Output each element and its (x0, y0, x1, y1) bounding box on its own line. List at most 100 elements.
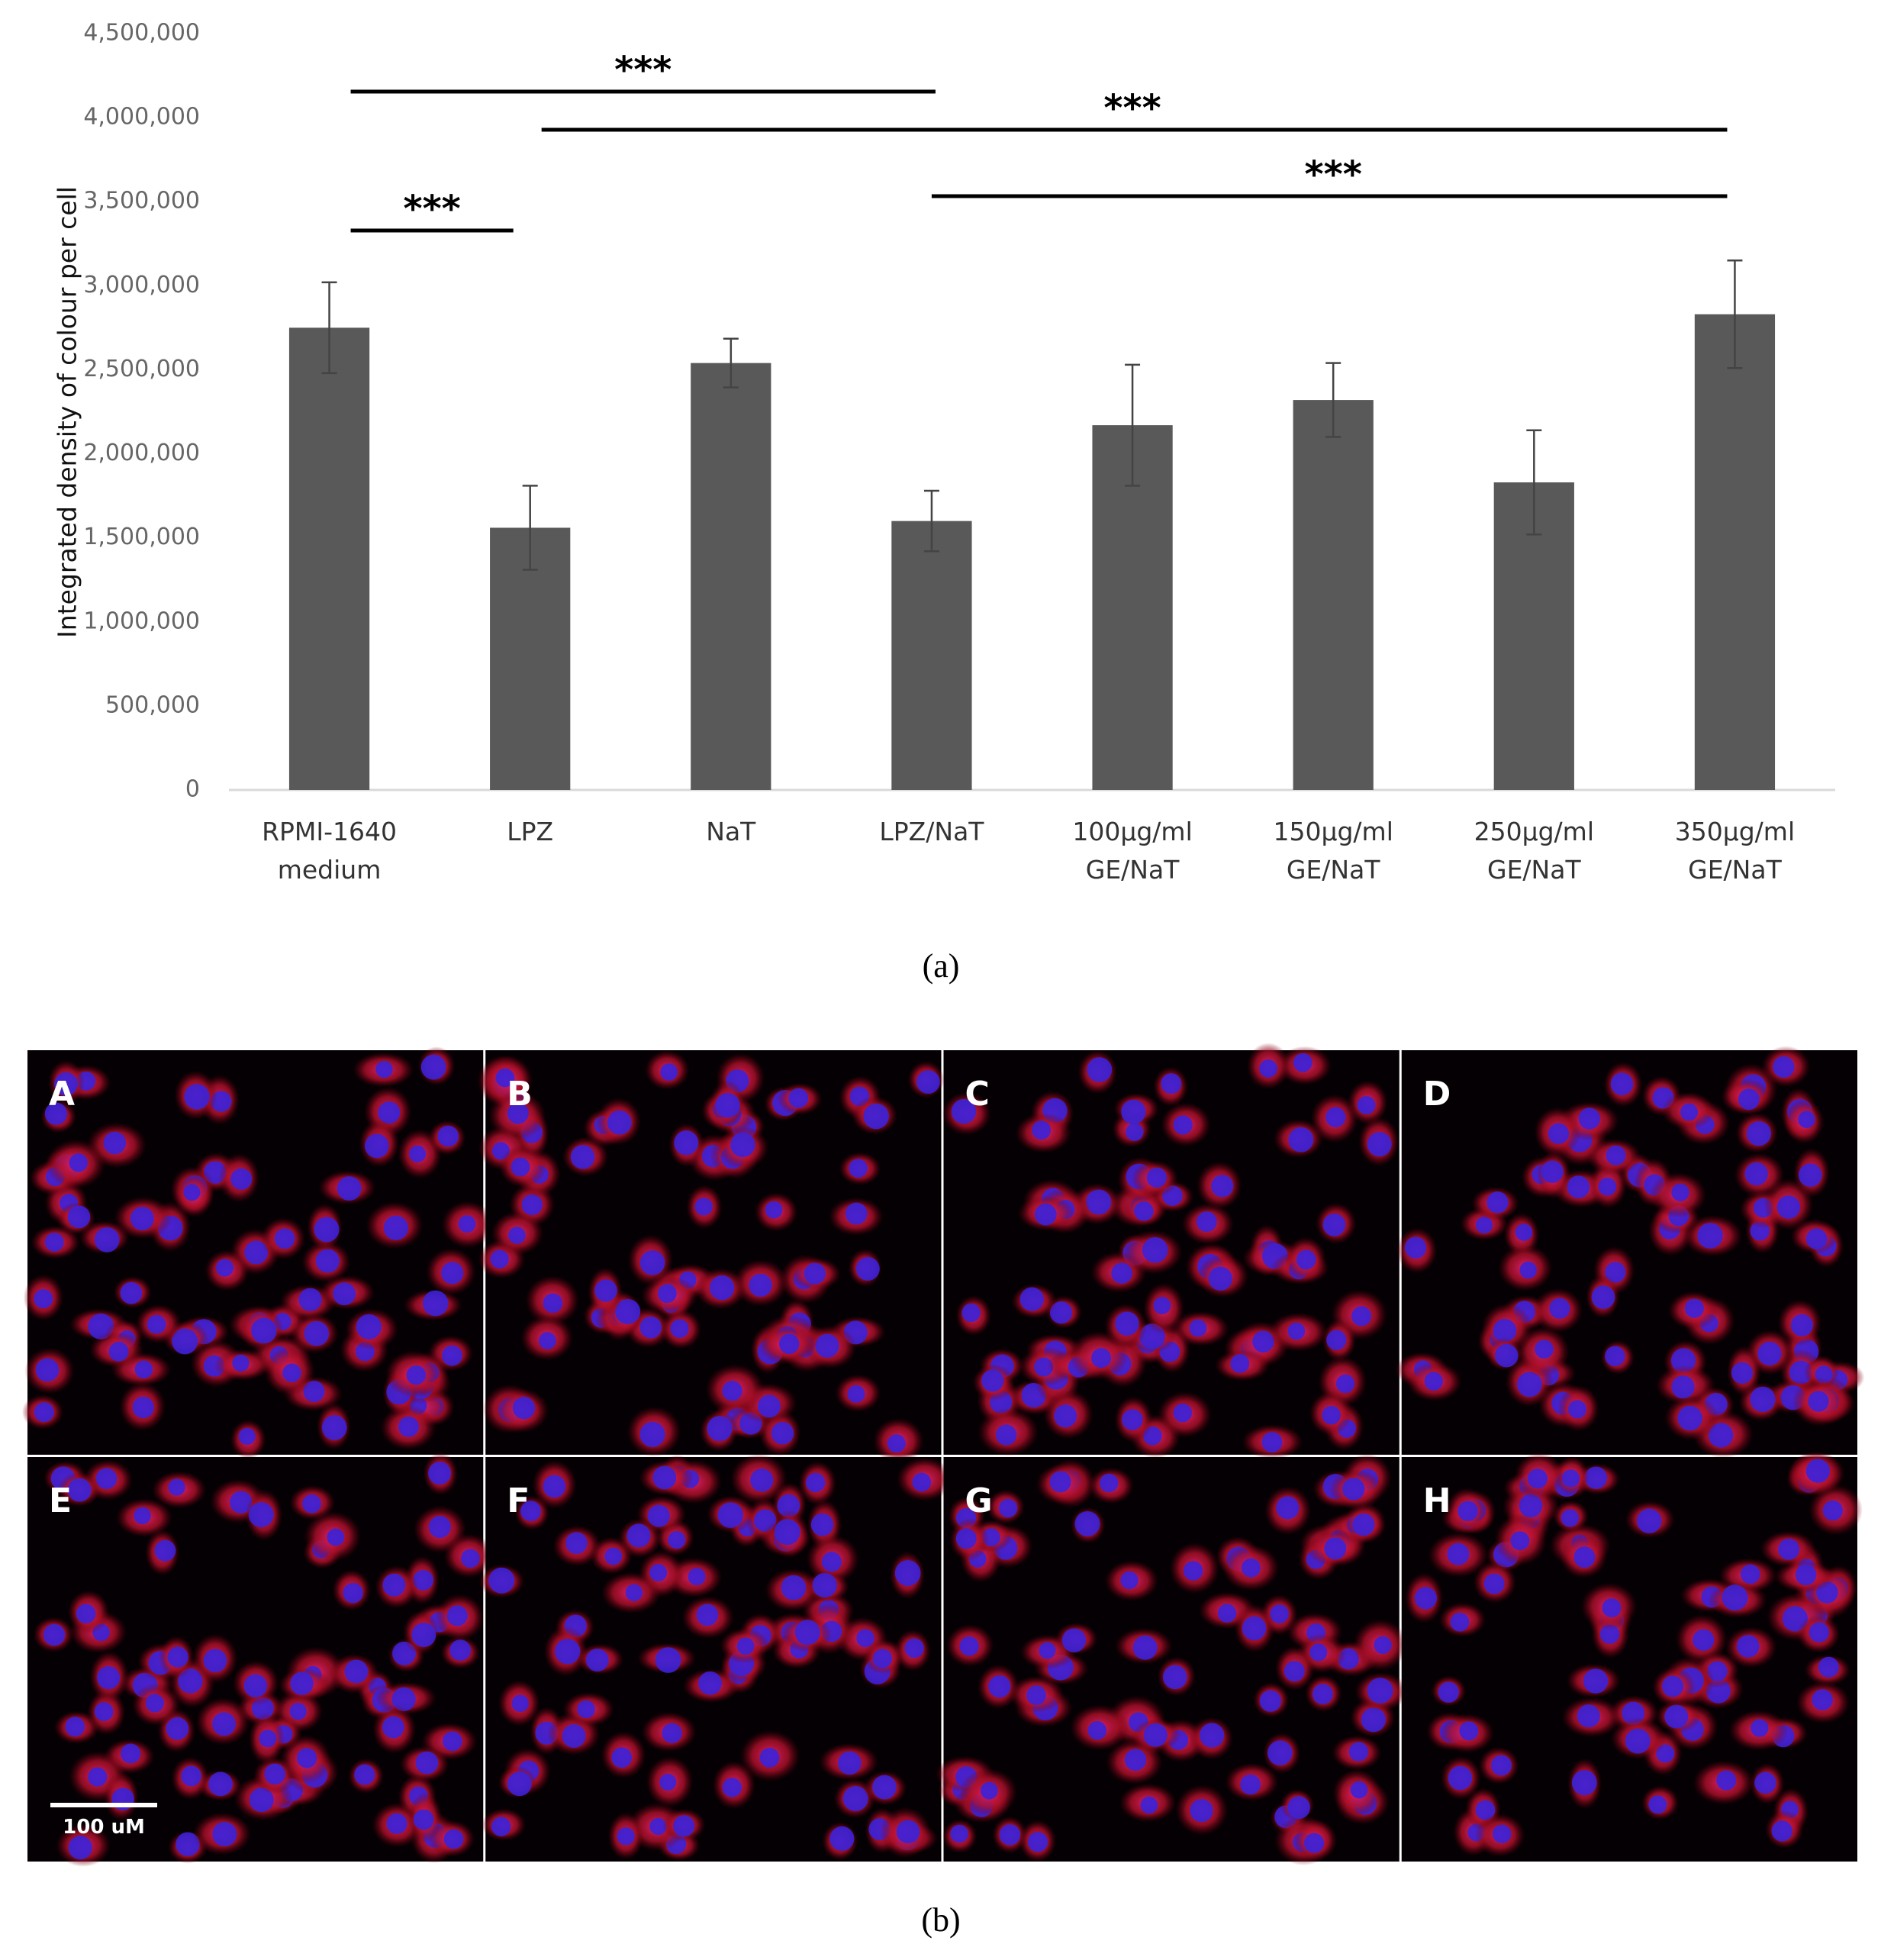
nucleus (961, 1303, 981, 1323)
nucleus (289, 1703, 307, 1720)
panel-label: D (1423, 1075, 1451, 1114)
nucleus (69, 1153, 88, 1172)
nucleus (1515, 1223, 1533, 1241)
micrograph: E (27, 1452, 494, 1867)
nucleus (1548, 1123, 1570, 1144)
nucleus (736, 1637, 755, 1655)
nucleus (154, 1539, 176, 1562)
nucleus (778, 1333, 800, 1355)
nucleus (1448, 1765, 1473, 1791)
nucleus (264, 1763, 286, 1785)
nucleus (1795, 1564, 1817, 1586)
significance-label: *** (1305, 153, 1362, 196)
nucleus (887, 1434, 906, 1453)
nucleus (722, 1381, 742, 1401)
nucleus (130, 1207, 154, 1230)
nucleus (1153, 1297, 1171, 1314)
x-tick-label: RPMI-1640 medium (262, 817, 398, 885)
nucleus (999, 1824, 1021, 1846)
nucleus (611, 1747, 633, 1768)
nucleus (43, 1623, 66, 1646)
nucleus (1124, 1749, 1147, 1771)
nucleus (959, 1636, 979, 1656)
nucleus (696, 1604, 719, 1626)
nucleus (950, 1824, 968, 1843)
nucleus (1494, 1343, 1519, 1368)
nucleus (894, 1560, 921, 1586)
micrograph: H (1401, 1452, 1863, 1862)
nucleus (103, 1131, 127, 1155)
nucleus (1049, 1471, 1071, 1493)
nucleus (655, 1647, 681, 1673)
y-tick-label: 1,500,000 (83, 524, 200, 550)
nucleus (298, 1288, 322, 1311)
nucleus (1664, 1704, 1689, 1729)
nucleus (955, 1528, 977, 1549)
nucleus (1270, 1604, 1289, 1623)
nucleus (1284, 1661, 1305, 1682)
nucleus (1261, 1432, 1283, 1452)
nucleus (1583, 1668, 1609, 1694)
nucleus (386, 1813, 407, 1834)
nucleus (413, 1809, 434, 1830)
nucleus (244, 1240, 269, 1265)
nucleus (849, 1159, 868, 1178)
nucleus (539, 1332, 556, 1349)
y-axis-label: Integrated density of colour per cell (53, 186, 82, 638)
nucleus (1805, 1459, 1831, 1483)
nucleus (1778, 1538, 1800, 1560)
nucleus (364, 1133, 389, 1159)
nucleus (1173, 1115, 1193, 1135)
nucleus (771, 1422, 794, 1445)
nucleus (1671, 1183, 1689, 1201)
nucleus (1087, 1057, 1113, 1082)
nucleus (1606, 1145, 1626, 1165)
nucleus (406, 1365, 427, 1385)
nucleus (1751, 1719, 1769, 1737)
nucleus (248, 1502, 274, 1528)
nucleus (344, 1659, 369, 1684)
nucleus (290, 1671, 314, 1695)
panel-label: G (965, 1481, 993, 1520)
nucleus (121, 1743, 141, 1764)
nucleus (1173, 1403, 1193, 1423)
nucleus (774, 1519, 800, 1546)
x-tick-label: NaT (706, 817, 756, 846)
nucleus (274, 1228, 295, 1249)
nucleus (1161, 1073, 1182, 1094)
nucleus (1287, 1322, 1306, 1340)
nucleus (1741, 1564, 1760, 1584)
nucleus (1662, 1675, 1684, 1697)
nucleus (1027, 1832, 1048, 1852)
nucleus (94, 1702, 114, 1721)
y-tick-label: 4,500,000 (83, 20, 200, 47)
bar (691, 363, 771, 790)
nucleus (639, 1316, 662, 1339)
nucleus (181, 1765, 201, 1787)
nucleus (1591, 1285, 1615, 1310)
nucleus (872, 1775, 897, 1800)
nucleus (1684, 1298, 1704, 1318)
nucleus (1680, 1103, 1699, 1121)
nucleus (815, 1333, 839, 1358)
y-tick-label: 2,500,000 (83, 356, 200, 382)
nucleus (35, 1358, 60, 1382)
nucleus (1776, 1195, 1801, 1219)
nucleus (912, 1472, 932, 1492)
nucleus (34, 1402, 54, 1423)
nucleus (626, 1523, 651, 1548)
nucleus (409, 1145, 427, 1162)
nucleus (1671, 1375, 1695, 1399)
nucleus (76, 1604, 96, 1624)
nucleus (327, 1528, 345, 1546)
nucleus (304, 1321, 330, 1346)
nucleus (1424, 1372, 1443, 1391)
nucleus (1352, 1513, 1375, 1536)
nucleus (1304, 1833, 1325, 1853)
nucleus (1450, 1612, 1470, 1632)
nucleus (615, 1298, 641, 1324)
nucleus (1541, 1160, 1564, 1183)
nucleus (145, 1694, 164, 1713)
nucleus (639, 1250, 665, 1275)
